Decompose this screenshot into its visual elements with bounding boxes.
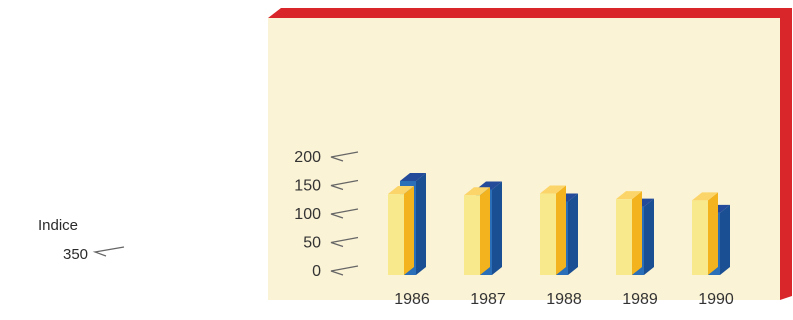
side-scale-value: 350 (63, 246, 89, 263)
bar-series-1 (464, 187, 490, 275)
y-tick-label: 100 (294, 206, 321, 223)
bar-series-1 (540, 185, 566, 275)
y-tick-marker (330, 151, 359, 162)
y-tick-label: 200 (294, 149, 321, 166)
bar-series-1 (388, 186, 414, 275)
y-tick-marker (330, 265, 359, 276)
y-tick-label: 50 (303, 235, 321, 252)
x-tick-label: 1987 (470, 291, 506, 308)
x-tick-label: 1989 (622, 291, 658, 308)
x-tick-label: 1986 (394, 291, 430, 308)
frame-right-edge (780, 8, 792, 300)
side-scale-marker (92, 246, 125, 257)
y-tick-marker (330, 179, 359, 191)
y-tick-marker (330, 236, 359, 248)
y-tick-marker (330, 208, 359, 219)
frame-top-edge (268, 8, 792, 18)
bar-series-1 (616, 191, 642, 275)
x-tick-label: 1988 (546, 291, 582, 308)
y-tick-label: 150 (294, 178, 321, 195)
y-tick-label: 0 (312, 263, 321, 280)
bar-series-1 (692, 192, 718, 275)
x-tick-label: 1990 (698, 291, 734, 308)
y-axis-label: Indice (38, 217, 79, 234)
